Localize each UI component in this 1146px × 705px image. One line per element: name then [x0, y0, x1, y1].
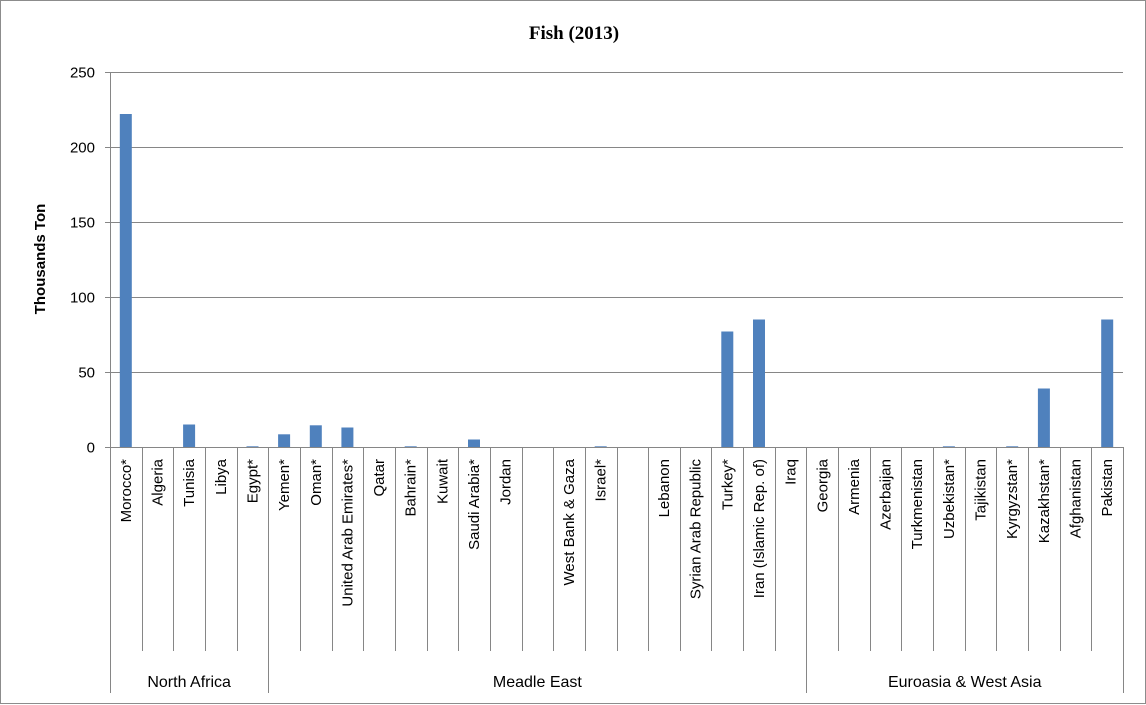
x-tick-label: Turkey*: [719, 459, 736, 510]
group-label: Meadle East: [493, 674, 582, 691]
x-tick-label: Morocco*: [118, 459, 135, 523]
bar: [468, 439, 480, 447]
x-tick-label: Algeria: [149, 458, 166, 505]
x-tick-label: Tunisia: [181, 458, 198, 506]
bar: [594, 446, 607, 448]
y-tick-label: 0: [87, 440, 95, 457]
x-tick-label: Libya: [213, 458, 230, 495]
bar: [309, 425, 322, 448]
bar: [119, 114, 132, 447]
x-tick-label: Israel*: [593, 459, 610, 502]
x-tick-label: Egypt*: [244, 459, 261, 503]
x-tick-label: Armenia: [846, 458, 863, 515]
x-tick-label: Georgia: [814, 458, 831, 512]
gridlines: [110, 72, 1123, 373]
y-tick-label: 100: [70, 290, 95, 307]
x-tick-label: Saudi Arabia*: [466, 459, 483, 550]
y-tick-label: 200: [70, 140, 95, 157]
x-tick-label: Bahrain*: [403, 459, 420, 517]
bar: [341, 427, 354, 447]
x-tick-label: Uzbekistan*: [941, 459, 958, 539]
x-tick-label: Iran (Islamic Rep. of): [751, 459, 768, 598]
bar: [721, 331, 734, 447]
x-tick-label: Lebanon: [656, 459, 673, 517]
x-tick-label: United Arab Emirates*: [339, 459, 356, 607]
bar: [1006, 446, 1019, 448]
group-label: Euroasia & West Asia: [888, 674, 1042, 691]
chart-title: Fish (2013): [529, 23, 619, 44]
x-tick-label: Syrian Arab Republic: [688, 459, 705, 600]
x-tick-label: Kuwait: [434, 458, 451, 504]
bar: [246, 446, 259, 448]
bar: [942, 446, 955, 448]
x-tick-label: Jordan: [498, 459, 515, 505]
labels: 0 50 100 150 200 250 Morocco* Algeria Tunisia Lib…: [70, 65, 1116, 692]
x-tick-label: Qatar: [371, 459, 388, 497]
bars: [119, 114, 1114, 448]
x-tick-label: West Bank & Gaza: [561, 458, 578, 585]
x-tick-label: Yemen*: [276, 459, 293, 511]
x-tick-label: Turkmenistan: [909, 459, 926, 549]
x-tick-label: Afghanistan: [1068, 459, 1085, 538]
x-tick-label: Pakistan: [1099, 459, 1116, 517]
y-tick-label: 250: [70, 65, 95, 82]
group-label: North Africa: [147, 674, 231, 691]
x-tick-label: Oman*: [308, 459, 325, 506]
bar: [753, 319, 765, 447]
x-tick-label: Kyrgyzstan*: [1004, 459, 1021, 539]
x-tick-label: Iraq: [783, 459, 800, 485]
bar: [1037, 388, 1050, 447]
bar: [183, 424, 196, 447]
x-tick-label: Azerbaijan: [878, 459, 895, 530]
x-tick-label: Tajikistan: [973, 459, 990, 521]
y-tick-label: 150: [70, 215, 95, 232]
bar: [1101, 319, 1114, 447]
y-axis-label: Thousands Ton: [32, 204, 49, 315]
bar: [404, 446, 417, 448]
bar: [278, 434, 291, 448]
axes: [105, 72, 1124, 693]
y-tick-label: 50: [78, 365, 95, 382]
x-tick-label: Kazakhstan*: [1036, 459, 1053, 543]
